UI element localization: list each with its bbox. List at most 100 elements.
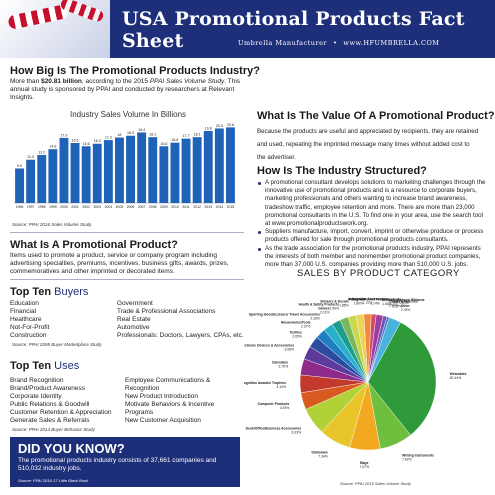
wristband-image bbox=[0, 0, 110, 58]
bar bbox=[37, 155, 47, 203]
what-is-heading: What Is A Promotional Product? bbox=[10, 239, 178, 251]
bar bbox=[81, 146, 91, 203]
use-item: Public Relations & Goodwill bbox=[10, 401, 90, 408]
value-line-2: and used, repeating the imprinted messag… bbox=[257, 141, 470, 148]
structure-heading: How Is The Industry Structured? bbox=[257, 165, 427, 177]
subtitle-website: www.HFUMBRELLA.COM bbox=[343, 39, 440, 47]
page-title: USA Promotional Products Fact Sheet bbox=[122, 8, 465, 52]
pie-label: Drinkware bbox=[311, 451, 328, 455]
bar-value-label: 19.4 bbox=[138, 128, 145, 132]
buyer-item: Not-For-Profit bbox=[10, 324, 50, 331]
bar-value-label: 18.1 bbox=[194, 133, 201, 137]
value-line-1: Because the products are useful and appr… bbox=[257, 128, 479, 135]
pie-percent: 0.57% bbox=[392, 305, 402, 309]
value-heading: What Is The Value Of A Promotional Produ… bbox=[257, 110, 495, 122]
pie-percent: 1.80% bbox=[353, 302, 363, 306]
pie-label: Gift Cards bbox=[392, 301, 409, 305]
bar-value-label: 15.6 bbox=[83, 142, 90, 146]
bar bbox=[15, 168, 24, 203]
bar-value-label: 15.6 bbox=[160, 142, 167, 146]
pie-label: Other bbox=[401, 304, 411, 308]
pie-label: Calendars bbox=[272, 361, 289, 365]
pie-percent: 3.08% bbox=[284, 348, 294, 352]
pie-title: SALES BY PRODUCT CATEGORY bbox=[297, 268, 460, 279]
x-tick-label: 2013 bbox=[204, 205, 212, 209]
pie-percent: 1.60% bbox=[382, 302, 392, 306]
bar-value-label: 16.6 bbox=[171, 138, 178, 142]
pie-percent: 1.85% bbox=[339, 303, 349, 307]
industry-intro: More than $20.81 billion, according to t… bbox=[10, 78, 241, 101]
x-tick-label: 2007 bbox=[138, 205, 146, 209]
use-item: Brand/Product Awareness bbox=[10, 385, 86, 392]
pie-label: Automotive Accessories bbox=[348, 297, 388, 301]
pie-percent: 4.10% bbox=[276, 385, 286, 389]
uses-source: Source: PPAI 2014 Buyer Behavior Study bbox=[12, 427, 95, 432]
uses-heading: Top Ten Uses bbox=[10, 360, 80, 372]
bar-value-label: 14.8 bbox=[49, 145, 56, 149]
did-you-know-heading: DID YOU KNOW? bbox=[18, 441, 125, 456]
buyers-source: Source: PPAI 2008 Buyer Marketplace Stud… bbox=[12, 342, 102, 347]
bar-value-label: 18.5 bbox=[127, 131, 134, 135]
bar bbox=[203, 131, 213, 203]
wristband-blue bbox=[29, 23, 101, 49]
buyer-item: Professionals: Doctors, Lawyers, CPAs, e… bbox=[117, 332, 244, 339]
buyers-col-1: Education Financial Healthcare Not-For-Prof… bbox=[10, 300, 49, 340]
x-tick-label: 2010 bbox=[171, 205, 179, 209]
pie-percent: 7.07% bbox=[359, 465, 369, 469]
x-tick-label: 1999 bbox=[49, 205, 57, 209]
pie-label: Health & Safety Products bbox=[299, 302, 340, 306]
pie-label: Personal/Pocket Purse Products bbox=[349, 297, 402, 301]
use-item: Corporate Identity bbox=[10, 393, 62, 400]
pie-label: Textiles bbox=[289, 331, 301, 335]
pie-percent: 3.93% bbox=[280, 406, 290, 410]
buyer-item: Healthcare bbox=[10, 316, 42, 323]
page-subtitle: Umbrella Manufacturer • www.HFUMBRELLA.COM bbox=[238, 39, 440, 47]
pie-label: Stickers & Decals bbox=[320, 299, 349, 303]
bar bbox=[92, 143, 102, 203]
pie-label: Sporting Goods/Leisure/ Travel Accessori… bbox=[249, 313, 320, 317]
buyer-item: Real Estate bbox=[117, 316, 151, 323]
bar-value-label: 20.5 bbox=[216, 124, 223, 128]
pie-percent: 2.78% bbox=[401, 308, 411, 312]
pie-label: Buttons/ Badges/ Ribbons bbox=[382, 298, 424, 302]
buyer-item: Trade & Professional Associations bbox=[117, 308, 216, 315]
x-tick-label: 2014 bbox=[216, 205, 224, 209]
pie-percent: 2.37% bbox=[301, 324, 311, 328]
use-item: Employee Communications & bbox=[125, 377, 211, 384]
bar bbox=[148, 137, 158, 203]
bar-value-label: 18 bbox=[117, 133, 121, 137]
structure-list: A promotional consultant develops soluti… bbox=[257, 179, 489, 269]
bar-value-label: 13.2 bbox=[38, 151, 45, 155]
what-is-body: Items used to promote a product, service… bbox=[10, 252, 229, 275]
bar-value-label: 20.8 bbox=[227, 123, 234, 127]
buyer-item: Government bbox=[117, 300, 153, 307]
bar bbox=[26, 159, 36, 203]
divider bbox=[10, 279, 244, 280]
pie-percent: 2.26% bbox=[310, 317, 320, 321]
buyer-item: Education bbox=[10, 300, 39, 307]
divider bbox=[10, 232, 244, 233]
value-line-3: the advertiser. bbox=[257, 154, 296, 161]
pie-slice bbox=[367, 322, 437, 436]
x-tick-label: 2011 bbox=[182, 205, 189, 209]
use-item: Recognition bbox=[125, 385, 160, 392]
buyer-item: Financial bbox=[10, 308, 37, 315]
bar-value-label: 19.8 bbox=[205, 127, 212, 131]
bar-value-label: 11.9 bbox=[27, 155, 34, 159]
pie-label: Magnets bbox=[351, 298, 365, 302]
pie-percent: 2.65% bbox=[292, 335, 302, 339]
pie-percent: 2.01% bbox=[320, 311, 330, 315]
bar-value-label: 9.5 bbox=[17, 164, 22, 168]
industry-source: Source: PPAI 2016 Sales Volume Study bbox=[12, 222, 92, 227]
pie-percent: 0.90% bbox=[389, 304, 399, 308]
pie-label: Wearables bbox=[450, 372, 467, 376]
x-tick-label: 2000 bbox=[60, 205, 68, 209]
use-item: New Product Introduction bbox=[125, 393, 198, 400]
uses-col-2: Employee Communications & Recognition New … bbox=[125, 377, 214, 425]
buyer-item: Construction bbox=[10, 332, 47, 339]
x-tick-label: 2006 bbox=[127, 205, 135, 209]
bar-value-label: 16.5 bbox=[72, 139, 79, 143]
pie-label: Desk/Office/Business Accessories bbox=[246, 427, 302, 431]
bar bbox=[226, 127, 235, 203]
